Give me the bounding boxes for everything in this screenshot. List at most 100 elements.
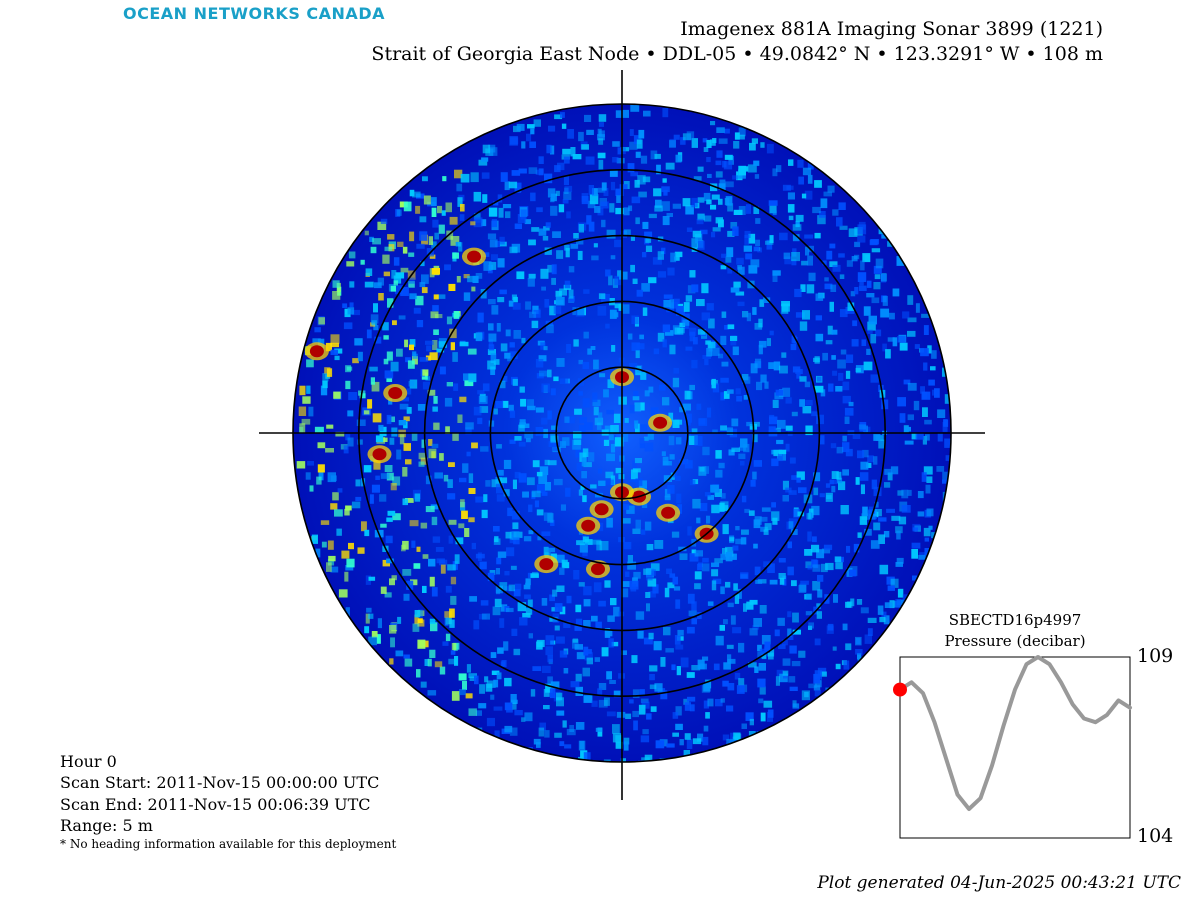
sonar-return-cell xyxy=(474,213,481,220)
sonar-return-cell xyxy=(365,575,371,585)
sonar-return-cell xyxy=(805,399,813,406)
sonar-return-cell xyxy=(911,542,921,549)
sonar-return-cell xyxy=(897,336,906,343)
sonar-return-cell xyxy=(417,639,426,649)
sonar-return-cell xyxy=(807,174,813,184)
sonar-return-cell xyxy=(693,337,698,345)
sonar-return-cell xyxy=(597,688,603,697)
sonar-return-cell xyxy=(481,613,490,620)
sonar-return-cell xyxy=(855,367,861,373)
sonar-return-cell xyxy=(664,587,670,598)
sonar-return-cell xyxy=(576,652,586,660)
sonar-return-cell xyxy=(815,315,822,321)
sonar-return-cell xyxy=(408,277,415,284)
sonar-return-cell xyxy=(698,418,706,425)
sonar-return-cell xyxy=(703,700,709,709)
sonar-return-cell xyxy=(472,275,479,283)
sonar-return-cell xyxy=(723,391,730,399)
sonar-return-cell xyxy=(671,664,676,671)
sonar-return-cell xyxy=(827,325,833,335)
sonar-return-cell xyxy=(436,348,445,353)
sonar-return-cell xyxy=(550,205,558,216)
sonar-return-cell xyxy=(683,698,690,705)
sonar-return-cell xyxy=(610,443,616,453)
sonar-return-cell xyxy=(605,471,614,479)
sonar-return-cell xyxy=(662,216,670,226)
sonar-return-cell xyxy=(422,381,432,390)
sonar-return-cell xyxy=(641,701,650,709)
strong-return-blob xyxy=(594,503,609,516)
sonar-return-cell xyxy=(697,612,702,619)
sonar-return-cell xyxy=(732,545,739,551)
sonar-return-cell xyxy=(327,558,335,566)
sonar-return-cell xyxy=(855,636,862,646)
sonar-return-cell xyxy=(768,200,778,206)
sonar-return-cell xyxy=(923,527,931,537)
sonar-return-cell xyxy=(722,680,729,687)
sonar-return-cell xyxy=(848,228,858,237)
sonar-return-cell xyxy=(636,343,645,350)
sonar-return-cell xyxy=(419,357,429,362)
sonar-return-cell xyxy=(945,455,951,461)
sonar-return-cell xyxy=(330,334,340,344)
sonar-return-cell xyxy=(646,573,653,581)
sonar-return-cell xyxy=(433,294,439,300)
sonar-return-cell xyxy=(829,261,838,267)
sonar-return-cell xyxy=(607,379,615,389)
sonar-return-cell xyxy=(530,128,535,135)
sonar-return-cell xyxy=(545,222,551,228)
sonar-return-cell xyxy=(623,207,630,216)
sonar-return-cell xyxy=(374,282,382,289)
sonar-return-cell xyxy=(600,201,609,209)
sonar-return-cell xyxy=(778,558,786,563)
sonar-return-cell xyxy=(551,264,557,275)
sonar-return-cell xyxy=(692,230,702,238)
sonar-return-cell xyxy=(897,588,904,598)
sonar-return-cell xyxy=(514,471,521,479)
sonar-return-cell xyxy=(761,653,767,660)
sonar-return-cell xyxy=(566,595,572,604)
sonar-return-cell xyxy=(547,460,557,466)
sonar-return-cell xyxy=(699,229,708,235)
sonar-return-cell xyxy=(553,306,562,314)
sonar-return-cell xyxy=(504,702,513,711)
sonar-return-cell xyxy=(647,578,657,587)
sonar-return-cell xyxy=(584,114,592,122)
sonar-return-cell xyxy=(858,285,867,291)
sonar-return-cell xyxy=(691,359,698,369)
sonar-return-cell xyxy=(614,437,624,447)
sonar-return-cell xyxy=(737,301,745,307)
sonar-return-cell xyxy=(379,437,388,442)
sonar-return-cell xyxy=(666,213,673,217)
sonar-return-cell xyxy=(382,322,389,331)
sonar-return-cell xyxy=(480,446,489,452)
sonar-return-cell xyxy=(332,291,341,300)
sonar-return-cell xyxy=(526,438,531,443)
sonar-return-cell xyxy=(601,219,606,228)
pressure-chart-ylabel: Pressure (decibar) xyxy=(944,632,1086,650)
sonar-return-cell xyxy=(335,431,345,437)
sonar-return-cell xyxy=(608,275,613,286)
sonar-return-cell xyxy=(491,254,498,261)
sonar-return-cell xyxy=(702,557,709,563)
sonar-return-cell xyxy=(481,157,489,162)
sonar-return-cell xyxy=(497,194,503,203)
sonar-return-cell xyxy=(639,689,645,696)
sonar-return-cell xyxy=(446,316,453,325)
sonar-return-cell xyxy=(527,124,535,129)
sonar-return-cell xyxy=(792,224,802,231)
sonar-return-cell xyxy=(630,104,640,112)
sonar-return-cell xyxy=(749,142,756,151)
sonar-return-cell xyxy=(864,528,872,536)
sonar-return-cell xyxy=(452,352,458,362)
sonar-return-cell xyxy=(928,379,935,386)
sonar-return-cell xyxy=(673,134,680,140)
sonar-return-cell xyxy=(665,648,674,653)
sonar-return-cell xyxy=(884,602,893,608)
sonar-return-cell xyxy=(873,522,881,531)
sonar-return-cell xyxy=(568,266,575,273)
sonar-return-cell xyxy=(814,670,822,680)
sonar-return-cell xyxy=(532,460,540,468)
sonar-return-cell xyxy=(490,652,497,658)
sonar-return-cell xyxy=(937,409,946,418)
